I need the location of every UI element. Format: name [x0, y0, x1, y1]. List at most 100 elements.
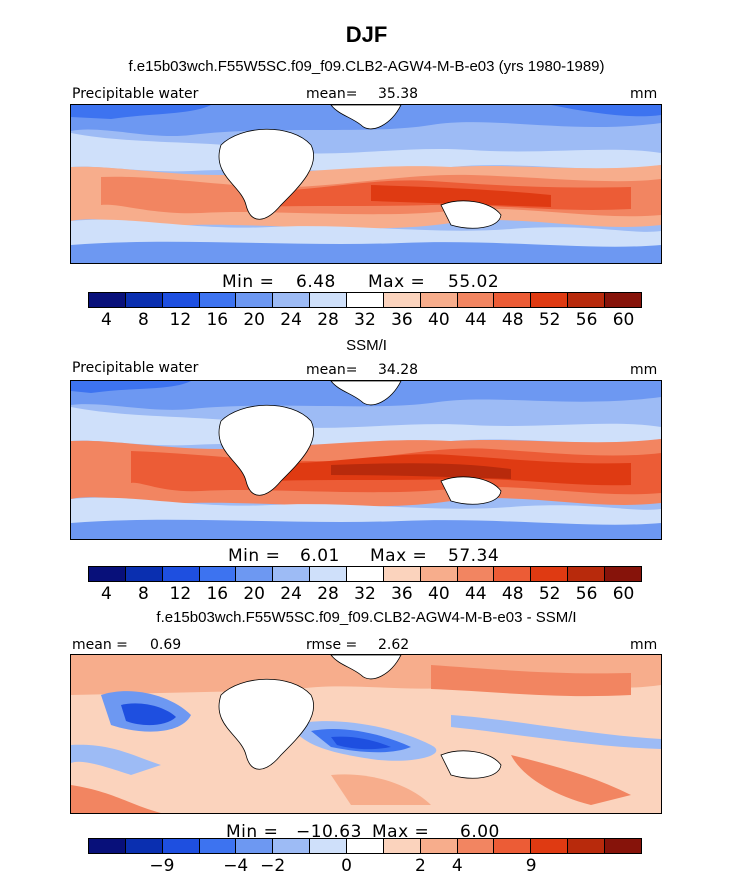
panel1-max-label: Max =	[368, 272, 426, 292]
colorbar-swatch	[568, 293, 606, 307]
panel2-map-svg	[71, 381, 661, 539]
panel2-max-label: Max =	[370, 546, 428, 566]
colorbar-tick-label: 40	[428, 584, 450, 604]
panel2-mean-label: mean=	[306, 362, 358, 378]
colorbar-tick-label: 28	[317, 584, 339, 604]
colorbar-swatch	[347, 567, 384, 581]
panel1-mean-label: mean=	[306, 86, 358, 102]
colorbar-tick-label: 60	[612, 310, 635, 330]
colorbar-tick-label: 8	[137, 310, 149, 330]
colorbar-swatch	[494, 293, 532, 307]
colorbar-tick-label: 16	[206, 310, 229, 330]
colorbar-swatch	[347, 293, 384, 307]
panel3-min-label: Min =	[226, 822, 279, 842]
colorbar-swatch	[531, 567, 569, 581]
colorbar-tick-label: 16	[206, 584, 229, 604]
colorbar-swatch	[162, 567, 200, 581]
colorbar-tick-label: 12	[169, 584, 192, 604]
colorbar-swatch	[531, 839, 569, 853]
panel3-map-svg	[71, 655, 661, 813]
colorbar-swatch	[383, 839, 421, 853]
colorbar-swatch	[568, 839, 606, 853]
colorbar-tick-label: 9	[525, 856, 537, 876]
colorbar-swatch	[162, 293, 200, 307]
colorbar-tick-label: 4	[101, 310, 112, 330]
panel3-max-value: 6.00	[460, 822, 500, 842]
colorbar-swatch	[273, 567, 311, 581]
colorbar-swatch	[199, 839, 237, 853]
colorbar-tick-label: −4	[223, 856, 249, 876]
colorbar-tick-label: 60	[612, 584, 635, 604]
colorbar-tick-label: 40	[428, 310, 450, 330]
panel3-colorbar	[88, 838, 642, 854]
colorbar-swatch	[494, 567, 532, 581]
colorbar-swatch	[236, 567, 274, 581]
colorbar-swatch	[420, 293, 458, 307]
colorbar-swatch	[125, 839, 163, 853]
colorbar-swatch	[273, 839, 311, 853]
colorbar-tick-label: −2	[260, 856, 286, 876]
colorbar-tick-label: 32	[354, 310, 376, 330]
panel3-units: mm	[630, 637, 658, 653]
colorbar-tick-label: 48	[501, 310, 524, 330]
colorbar-tick-label: 48	[501, 584, 524, 604]
colorbar-swatch	[531, 293, 569, 307]
panel1-min-value: 6.48	[296, 272, 336, 292]
subtitle-model: f.e15b03wch.F55W5SC.f09_f09.CLB2-AGW4-M-…	[128, 58, 605, 75]
colorbar-tick-label: 36	[391, 584, 413, 604]
colorbar-swatch	[605, 839, 641, 853]
colorbar-tick-label: 52	[538, 310, 561, 330]
colorbar-tick-label: 24	[280, 584, 302, 604]
colorbar-swatch	[273, 293, 311, 307]
colorbar-tick-label: 36	[391, 310, 413, 330]
panel3-mean-value: 0.69	[150, 637, 182, 653]
colorbar-swatch	[568, 567, 606, 581]
colorbar-tick-label: 20	[243, 310, 266, 330]
colorbar-tick-label: 56	[575, 310, 598, 330]
panel2-max-value: 57.34	[448, 546, 500, 566]
colorbar-swatch	[125, 567, 163, 581]
panel2-map	[70, 380, 662, 540]
colorbar-tick-label: 12	[169, 310, 192, 330]
colorbar-tick-label: 8	[137, 584, 149, 604]
panel1-colorbar	[88, 292, 642, 308]
panel1-min-label: Min =	[222, 272, 275, 292]
panel1-units: mm	[630, 86, 658, 102]
colorbar-swatch	[605, 293, 641, 307]
panel3-rmse-value: 2.62	[378, 637, 410, 653]
panel1-map	[70, 104, 662, 264]
panel3-max-label: Max =	[372, 822, 430, 842]
panel1-mean-value: 35.38	[378, 86, 419, 102]
colorbar-tick-label: −9	[149, 856, 175, 876]
panel2-mean-value: 34.28	[378, 362, 419, 378]
colorbar-swatch	[310, 293, 348, 307]
colorbar-swatch	[457, 567, 495, 581]
panel1-variable-label: Precipitable water	[72, 86, 199, 102]
panel2-colorbar	[88, 566, 642, 582]
colorbar-swatch	[310, 839, 348, 853]
colorbar-swatch	[89, 839, 126, 853]
panel2-min-label: Min =	[228, 546, 281, 566]
colorbar-swatch	[383, 567, 421, 581]
panel2-min-value: 6.01	[300, 546, 340, 566]
colorbar-tick-label: 4	[451, 856, 463, 876]
colorbar-swatch	[199, 567, 237, 581]
colorbar-swatch	[89, 567, 126, 581]
colorbar-swatch	[420, 839, 458, 853]
colorbar-swatch	[420, 567, 458, 581]
colorbar-tick-label: 20	[243, 584, 266, 604]
colorbar-swatch	[457, 293, 495, 307]
colorbar-swatch	[236, 293, 274, 307]
colorbar-swatch	[125, 293, 163, 307]
colorbar-swatch	[383, 293, 421, 307]
panel3-map	[70, 654, 662, 814]
panel3-mean-label: mean =	[72, 637, 128, 653]
colorbar-tick-label: 44	[464, 310, 487, 330]
colorbar-swatch	[605, 567, 641, 581]
panel3-rmse-label: rmse =	[306, 637, 358, 653]
colorbar-tick-label: 32	[354, 584, 376, 604]
colorbar-swatch	[89, 293, 126, 307]
panel3-min-value: −10.63	[296, 822, 362, 842]
colorbar-swatch	[494, 839, 532, 853]
colorbar-tick-label: 0	[341, 856, 352, 876]
